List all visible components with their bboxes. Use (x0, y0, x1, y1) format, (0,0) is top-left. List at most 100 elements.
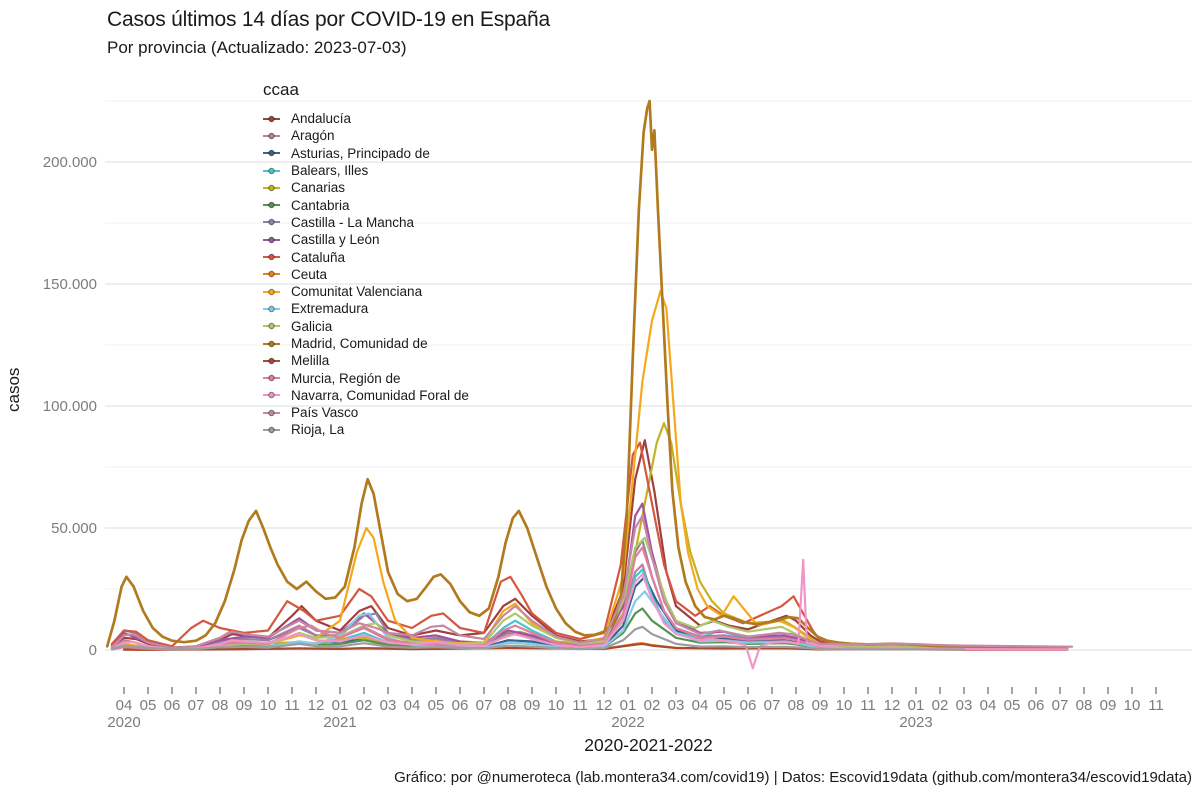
legend-line-point-icon (263, 392, 280, 399)
legend-label: Galicia (291, 318, 333, 334)
legend-line-point-icon (263, 132, 280, 140)
legend-label: Canarias (291, 180, 346, 196)
legend-label: Madrid, Comunidad de (291, 336, 428, 351)
source-caption: Gráfico: por @numeroteca (lab.montera34.… (394, 769, 1192, 786)
legend-item-extremadura: Extremadura (263, 300, 469, 317)
legend-item-arag-n: Aragón (263, 127, 469, 144)
legend-line-point-icon (263, 340, 280, 347)
x-month-label: 02 (932, 697, 949, 714)
legend-label: Ceuta (291, 266, 328, 282)
x-month-label: 10 (836, 697, 853, 714)
x-axis-ticks (123, 687, 1157, 694)
legend-line-point-icon (263, 219, 280, 226)
x-month-label: 02 (356, 697, 373, 714)
series-line-rioja-la (110, 625, 966, 651)
x-month-label: 02 (644, 697, 661, 714)
x-month-label: 08 (500, 697, 517, 714)
legend-label: Andalucía (291, 111, 352, 127)
legend-label: Melilla (291, 353, 330, 369)
x-month-label: 09 (236, 697, 253, 714)
series-line-castilla-y-le-n (110, 502, 1069, 651)
legend-line-point-icon (263, 305, 280, 313)
x-year-label: 2020 (107, 714, 140, 731)
y-tick-label: 50.000 (51, 520, 97, 537)
x-month-label: 10 (548, 697, 565, 714)
x-month-label: 04 (116, 697, 133, 714)
x-month-label: 01 (908, 697, 925, 714)
legend-line-point-icon (263, 115, 280, 122)
x-month-label: 09 (812, 697, 829, 714)
legend-item-navarra-comunidad-foral-de: Navarra, Comunidad Foral de (263, 387, 469, 404)
x-month-label: 04 (692, 697, 709, 714)
series-line-castilla-la-mancha (110, 539, 1069, 651)
y-tick-label: 150.000 (43, 276, 97, 293)
series-line-andaluc-a (110, 439, 1069, 650)
x-month-label: 03 (956, 697, 973, 714)
x-month-label: 10 (1124, 697, 1141, 714)
x-month-label: 06 (740, 697, 757, 714)
legend-item-ceuta: Ceuta (263, 266, 469, 283)
x-month-label: 06 (1028, 697, 1045, 714)
legend-item-canarias: Canarias (263, 179, 469, 196)
x-month-label: 05 (140, 697, 157, 714)
legend-item-balears-illes: Balears, Illes (263, 162, 469, 179)
legend-line-point-icon (263, 184, 280, 192)
legend-label: Comunitat Valenciana (291, 284, 423, 300)
series-line-navarra-comunidad-foral-de (110, 558, 1069, 670)
y-tick-label: 200.000 (43, 154, 97, 171)
legend-item-castilla-la-mancha: Castilla - La Mancha (263, 214, 469, 231)
x-year-label: 2023 (899, 714, 932, 731)
x-month-label: 03 (668, 697, 685, 714)
x-month-label: 06 (164, 697, 181, 714)
x-month-label: 01 (332, 697, 349, 714)
legend-line-point-icon (263, 374, 280, 382)
legend-line-point-icon (263, 236, 280, 243)
chart-title: Casos últimos 14 días por COVID-19 en Es… (107, 8, 550, 31)
x-month-label: 04 (404, 697, 421, 714)
x-month-label: 07 (764, 697, 781, 714)
legend-label: País Vasco (291, 405, 359, 421)
legend-label: Cantabria (291, 197, 350, 213)
legend-title: ccaa (263, 80, 299, 99)
chart-subtitle: Por provincia (Actualizado: 2023-07-03) (107, 38, 407, 57)
legend-items: Andalucía Aragón Asturias, Principado de Ba… (263, 110, 469, 439)
x-axis-title: 2020-2021-2022 (584, 735, 713, 755)
x-axis-year-labels: 2020 2021 2022 2023 (107, 714, 932, 731)
x-month-label: 10 (260, 697, 277, 714)
legend-label: Navarra, Comunidad Foral de (291, 387, 469, 403)
x-month-label: 12 (596, 697, 613, 714)
x-month-label: 08 (212, 697, 229, 714)
x-axis-month-labels: 04 05 06 07 08 09 10 11 12 01 02 03 04 05 06 07 08 09 10 11… (116, 697, 1164, 714)
legend-label: Castilla y León (291, 232, 380, 248)
series-line-madrid-comunidad-de (105, 99, 1069, 650)
x-month-label: 11 (572, 697, 588, 714)
legend-line-point-icon (263, 201, 280, 209)
legend-label: Murcia, Región de (291, 370, 401, 386)
x-month-label: 09 (524, 697, 541, 714)
legend-line-point-icon (263, 357, 280, 364)
legend-label: Castilla - La Mancha (291, 214, 415, 230)
legend-item-comunitat-valenciana: Comunitat Valenciana (263, 283, 469, 300)
legend-item-pa-s-vasco: País Vasco (263, 404, 469, 421)
x-month-label: 03 (380, 697, 397, 714)
x-month-label: 12 (884, 697, 901, 714)
series-line-catalu-a (110, 441, 1069, 650)
x-month-label: 07 (476, 697, 493, 714)
x-month-label: 04 (980, 697, 997, 714)
legend-item-castilla-y-le-n: Castilla y León (263, 231, 469, 248)
legend-label: Rioja, La (291, 422, 345, 438)
legend-label: Cataluña (291, 249, 346, 265)
x-month-label: 01 (620, 697, 637, 714)
x-year-label: 2022 (611, 714, 644, 731)
legend-item-galicia: Galicia (263, 318, 469, 335)
series-line-canarias (110, 422, 1069, 651)
legend-line-point-icon (263, 409, 280, 416)
legend-line-point-icon (263, 167, 280, 174)
legend-label: Aragón (291, 128, 335, 144)
legend-label: Asturias, Principado de (291, 145, 430, 161)
x-month-label: 11 (1148, 697, 1164, 714)
y-tick-label: 0 (89, 642, 97, 659)
x-month-label: 11 (860, 697, 876, 714)
legend-line-point-icon (263, 426, 280, 434)
